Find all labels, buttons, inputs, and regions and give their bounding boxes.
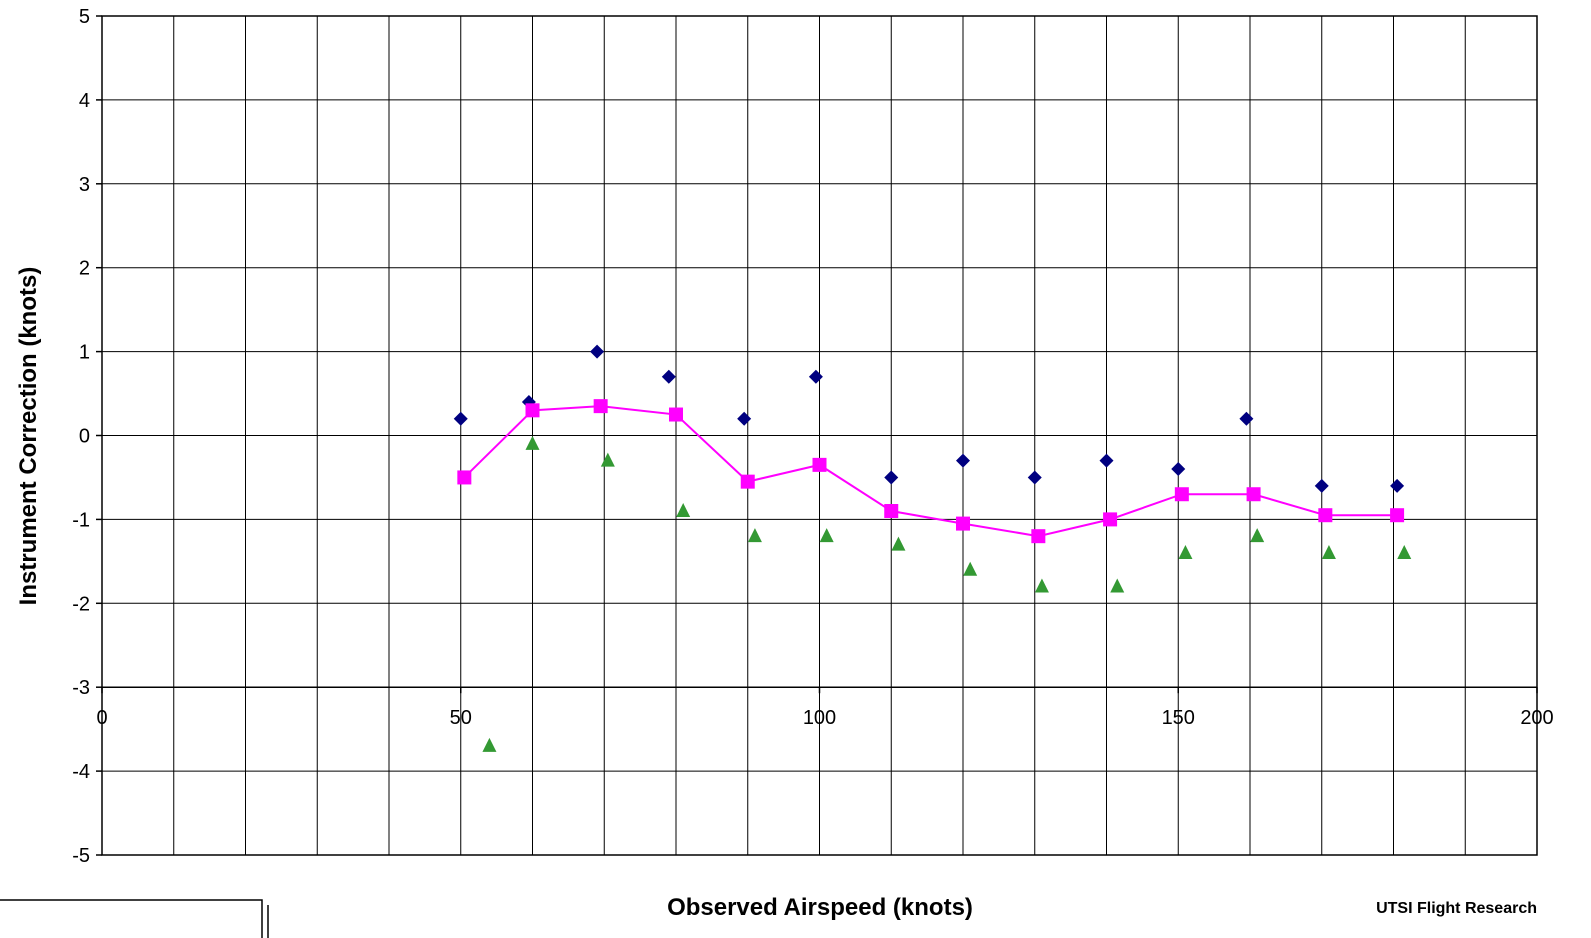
- y-tick-label: 3: [79, 174, 90, 196]
- diamond-point: [1027, 470, 1042, 485]
- triangle-point: [600, 452, 615, 467]
- diamond-point: [956, 453, 970, 468]
- x-tick-label: 100: [803, 707, 836, 729]
- y-tick-label: -3: [72, 677, 90, 699]
- square-point: [1390, 508, 1405, 523]
- square-point: [1318, 508, 1333, 523]
- diamond-point: [1239, 411, 1254, 426]
- diamond-point: [737, 411, 752, 426]
- diamond-point: [590, 344, 605, 359]
- y-tick-label: -1: [72, 509, 90, 531]
- square-point: [812, 457, 827, 472]
- y-tick-label: -5: [72, 845, 90, 867]
- square-point: [956, 516, 970, 531]
- y-tick-label: 2: [79, 258, 90, 280]
- y-tick-label: 0: [79, 426, 90, 448]
- square-point: [1103, 512, 1118, 527]
- triangle-point: [1321, 544, 1336, 559]
- series-layer: [453, 344, 1412, 752]
- x-axis-title: Observed Airspeed (knots): [667, 894, 973, 921]
- triangle-point: [1250, 528, 1265, 543]
- square-point: [525, 403, 540, 418]
- square-point: [740, 474, 755, 489]
- x-tick-label: 0: [96, 707, 107, 729]
- y-tick-label: 4: [79, 90, 90, 112]
- diamond-point: [1390, 478, 1405, 493]
- square-point: [1174, 487, 1189, 502]
- triangle-point: [1178, 544, 1193, 559]
- triangle-point: [676, 503, 691, 518]
- x-tick-label: 50: [450, 707, 472, 729]
- triangle-point: [1110, 578, 1125, 593]
- triangle-point: [819, 528, 834, 543]
- diamond-point: [1314, 478, 1329, 493]
- triangle-point: [891, 536, 906, 551]
- diamond-point: [661, 369, 676, 384]
- square-point: [457, 470, 472, 485]
- series-square-line: [463, 405, 1398, 538]
- triangle-point: [963, 561, 978, 576]
- triangle-point: [1034, 578, 1049, 593]
- square-point: [593, 399, 608, 414]
- x-tick-label: 150: [1162, 707, 1195, 729]
- y-axis-title: Instrument Correction (knots): [15, 267, 42, 606]
- grid-layer: [102, 16, 1537, 855]
- diamond-point: [453, 411, 468, 426]
- triangle-point: [482, 737, 497, 752]
- y-tick-label: 1: [79, 342, 90, 364]
- square-point: [1031, 529, 1046, 544]
- frame-layer: [96, 15, 1538, 856]
- triangle-point: [525, 435, 540, 450]
- diamond-point: [884, 470, 899, 485]
- credit-label: UTSI Flight Research: [1376, 900, 1537, 917]
- y-tick-label: -2: [72, 593, 90, 615]
- square-point: [669, 407, 683, 422]
- triangle-point: [1397, 544, 1412, 559]
- y-tick-label: -4: [72, 761, 90, 783]
- x-tick-label: 200: [1520, 707, 1553, 729]
- y-tick-label: 5: [79, 6, 90, 28]
- tick-layer: 5 4 3 2 1 0 -1 -2 -3 -4 -5 0 50 100 150 200: [72, 6, 1553, 867]
- triangle-point: [747, 528, 762, 543]
- diamond-point: [808, 369, 823, 384]
- legend-box-fragment: [0, 899, 263, 938]
- square-point: [1246, 487, 1261, 502]
- diamond-point: [1171, 462, 1186, 477]
- square-point: [884, 504, 899, 519]
- diamond-point: [1099, 453, 1114, 468]
